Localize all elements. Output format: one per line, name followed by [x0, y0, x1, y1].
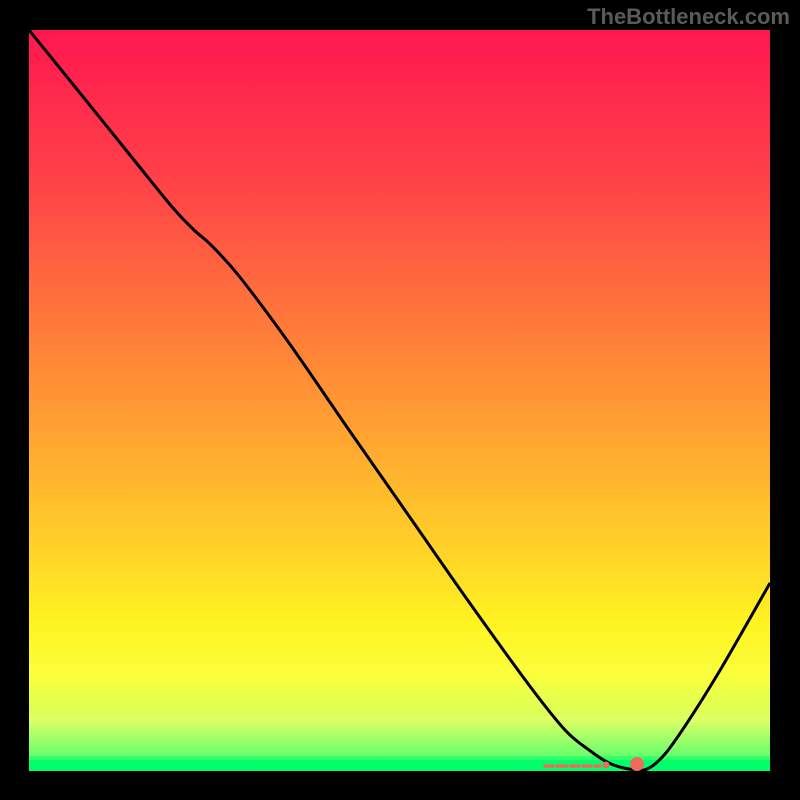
- plot-frame: [29, 30, 770, 771]
- chart-stage: TheBottleneck.com: [0, 0, 800, 800]
- bottleneck-curve: [29, 30, 770, 771]
- attribution-label: TheBottleneck.com: [587, 4, 790, 30]
- curve-line: [29, 30, 770, 770]
- bottom-big-dot: [630, 757, 644, 771]
- bottom-small-dot: [603, 762, 610, 769]
